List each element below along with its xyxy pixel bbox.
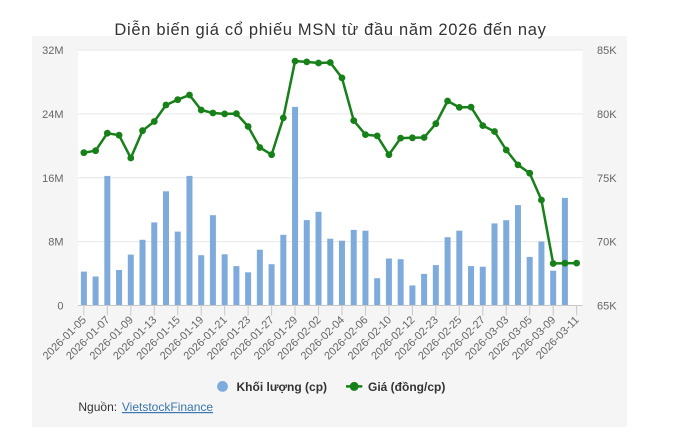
svg-text:Diễn biến giá cổ phiếu MSN từ: Diễn biến giá cổ phiếu MSN từ đầu năm 20… [114, 20, 546, 39]
svg-text:85K: 85K [597, 45, 617, 57]
svg-text:75K: 75K [597, 173, 617, 185]
svg-text:16M: 16M [42, 173, 63, 185]
svg-text:Nguồn: VietstockFinance: Nguồn: VietstockFinance [78, 400, 213, 414]
svg-text:0: 0 [57, 301, 63, 313]
svg-text:32M: 32M [42, 45, 63, 57]
svg-text:8M: 8M [48, 237, 63, 249]
svg-text:Giá (đồng/cp): Giá (đồng/cp) [368, 380, 445, 394]
svg-text:70K: 70K [597, 237, 617, 249]
svg-text:Khối lượng (cp): Khối lượng (cp) [237, 380, 328, 394]
svg-text:65K: 65K [597, 301, 617, 313]
svg-text:24M: 24M [42, 109, 63, 121]
svg-text:80K: 80K [597, 109, 617, 121]
